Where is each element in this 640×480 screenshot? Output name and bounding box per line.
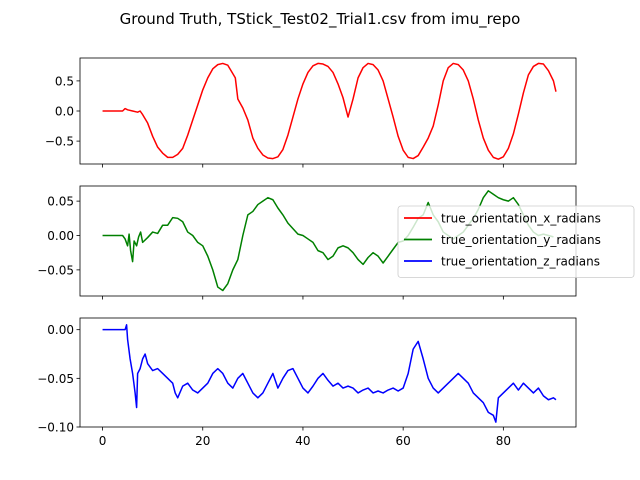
axes-frame [79,317,577,428]
y-tick-label: −0.05 [37,263,74,277]
legend: true_orientation_x_radians true_orientati… [397,205,635,278]
subplot-3: −0.10 −0.05 0.00 0 20 40 60 80 [37,317,577,448]
y-tick-label: 0.5 [55,74,74,88]
x-tick-label: 60 [396,434,411,448]
axes-frame [79,57,577,165]
y-tick-label: −0.10 [37,421,74,435]
y-tick-label: 0.05 [47,195,74,209]
series-line-true-orientation-z-radians [102,324,557,423]
legend-label: true_orientation_x_radians [441,212,601,226]
x-tick-label: 40 [295,434,310,448]
y-tick-label: 0.00 [47,229,74,243]
y-tick-label: 0.00 [47,323,74,337]
legend-label: true_orientation_z_radians [441,255,600,269]
y-tick-label: 0.0 [55,105,74,119]
y-tick-label: −0.05 [37,372,74,386]
legend-box [397,205,635,278]
subplots: −0.5 0.0 0.5 −0.05 0.00 0.05 −0.10 −0.05 0.00 0 20… [37,57,577,448]
legend-label: true_orientation_y_radians [441,233,601,247]
y-tick-label: −0.5 [45,135,74,149]
figure-title: Ground Truth, TStick_Test02_Trial1.csv f… [120,10,521,29]
x-tick-label: 20 [195,434,210,448]
subplot-1: −0.5 0.0 0.5 [45,57,577,168]
series-line-true-orientation-x-radians [102,62,557,160]
x-tick-label: 80 [496,434,511,448]
x-tick-label: 0 [99,434,107,448]
